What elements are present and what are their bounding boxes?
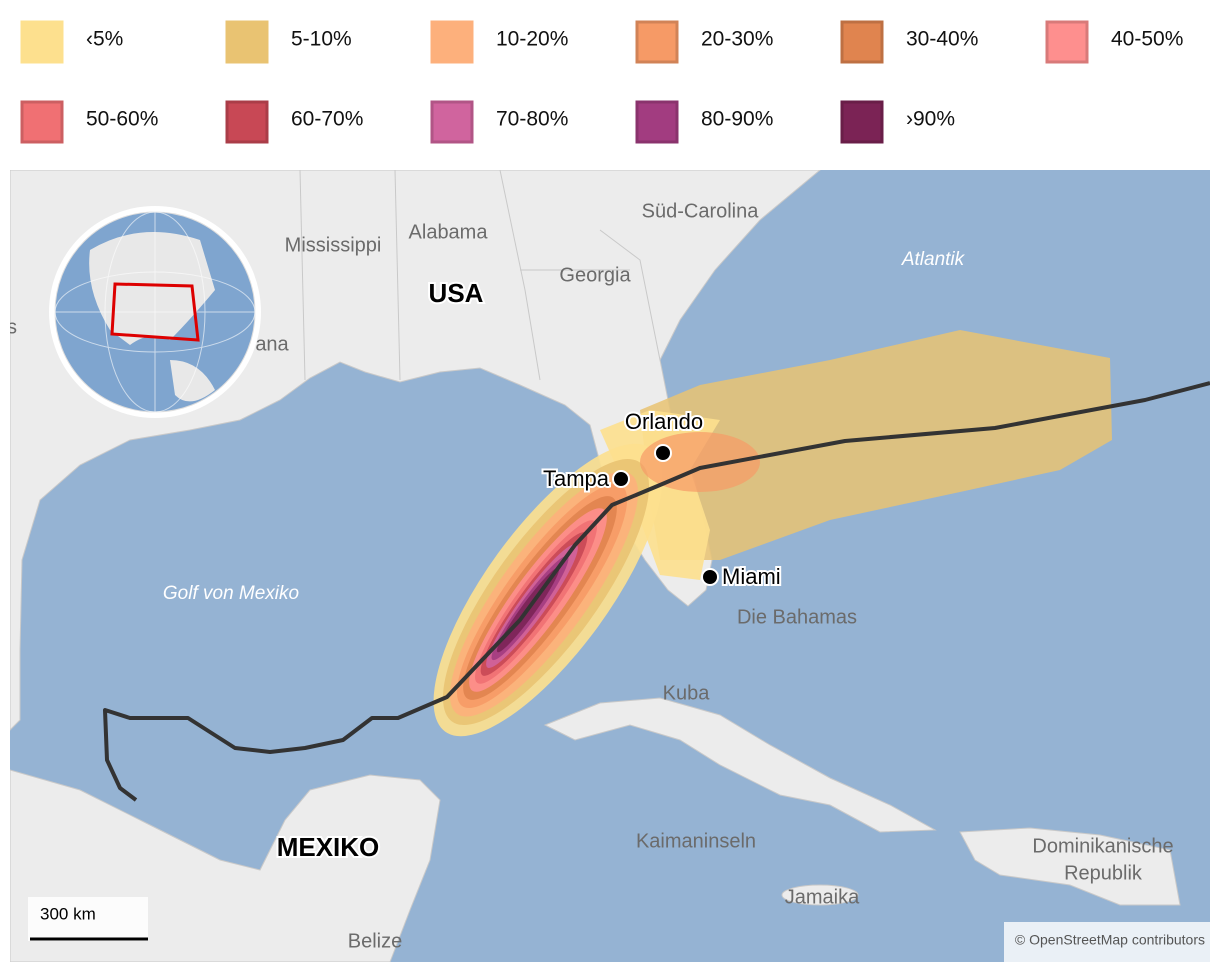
- region-label: Dominikanische: [1032, 835, 1173, 857]
- legend-swatch: [225, 100, 269, 144]
- region-label: Die Bahamas: [737, 606, 857, 628]
- cone-layer: [640, 432, 760, 492]
- legend-label: 50-60%: [86, 108, 158, 131]
- legend-label: 70-80%: [496, 108, 568, 131]
- region-label: Georgia: [559, 264, 631, 286]
- legend-swatch: [20, 100, 64, 144]
- country-label: USA: [429, 278, 484, 308]
- legend-label: 60-70%: [291, 108, 363, 131]
- legend-label: ‹5%: [86, 28, 123, 51]
- legend-label: 20-30%: [701, 28, 773, 51]
- legend-swatch: [430, 20, 474, 64]
- probability-cone: [433, 330, 1112, 737]
- city-label: Tampa: [543, 466, 610, 491]
- legend-swatch: [840, 20, 884, 64]
- region-label: Süd-Carolina: [642, 200, 760, 222]
- storm-track: [103, 381, 1210, 802]
- legend-swatch: [635, 20, 679, 64]
- sea-label: Atlantik: [901, 249, 966, 270]
- legend-label: 30-40%: [906, 28, 978, 51]
- sea-label: Golf von Mexiko: [163, 583, 299, 604]
- city-label: Miami: [722, 564, 781, 589]
- legend-label: ›90%: [906, 108, 955, 131]
- legend-label: 80-90%: [701, 108, 773, 131]
- legend-swatch: [1045, 20, 1089, 64]
- region-label: Belize: [348, 930, 402, 952]
- legend-swatch: [225, 20, 269, 64]
- region-label: Kaimaninseln: [636, 830, 756, 852]
- region-label: Republik: [1064, 862, 1143, 884]
- map: Süd-Carolina Mississippi Alabama Georgia…: [7, 170, 1210, 962]
- legend-swatch: [635, 100, 679, 144]
- cone-plume: [640, 330, 1112, 560]
- scale-bar: 300 km: [28, 897, 148, 941]
- attribution: © OpenStreetMap contributors: [1015, 932, 1205, 948]
- legend-swatch: [430, 100, 474, 144]
- country-label: MEXIKO: [277, 832, 380, 862]
- legend-label: 40-50%: [1111, 28, 1183, 51]
- region-label: Jamaika: [785, 886, 860, 908]
- region-label: s: [7, 316, 17, 338]
- city-label: Orlando: [625, 409, 703, 434]
- city-dot: [612, 470, 630, 488]
- region-label: ana: [255, 333, 289, 355]
- region-label: Kuba: [663, 682, 711, 704]
- globe-inset: [49, 206, 261, 418]
- city-dot: [701, 568, 719, 586]
- region-label: Alabama: [409, 221, 489, 243]
- region-label: Mississippi: [285, 234, 382, 256]
- legend-swatch: [20, 20, 64, 64]
- city-dot: [654, 444, 672, 462]
- legend-swatch: [840, 100, 884, 144]
- legend-label: 10-20%: [496, 28, 568, 51]
- scale-label: 300 km: [40, 904, 96, 923]
- labels: Süd-Carolina Mississippi Alabama Georgia…: [7, 200, 1174, 952]
- legend-label: 5-10%: [291, 28, 352, 51]
- legend: ‹5% 5-10% 10-20% 20-30% 30-40% 40-50% 50-60% 60…: [20, 20, 1183, 144]
